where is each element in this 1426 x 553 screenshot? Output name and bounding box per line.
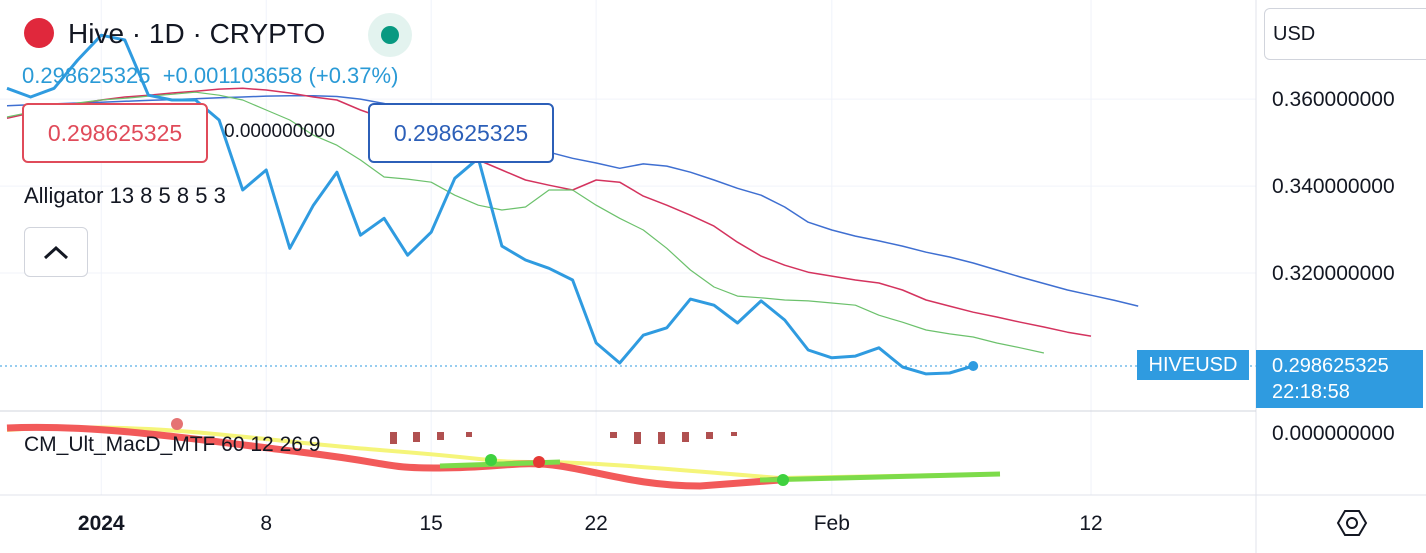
plot: 0.320000000 0.340000000 0.360000000 2024 8 15…	[0, 0, 1395, 535]
series-line	[6, 87, 1092, 337]
histogram	[390, 432, 737, 444]
x-tick-label: 15	[420, 512, 443, 535]
cross-dot	[533, 456, 545, 468]
buy-button[interactable]: 0.298625325	[368, 103, 554, 163]
symbol-label: HIVEUSD	[1137, 350, 1249, 380]
y-tick-label: 0.360000000	[1272, 88, 1395, 111]
x-tick-label: 12	[1079, 512, 1102, 535]
market-status[interactable]	[368, 13, 412, 57]
chevron-icon	[43, 245, 69, 260]
settings-button[interactable]	[1336, 507, 1368, 544]
lower-indicator-label[interactable]: CM_Ult_MacD_MTF 60 12 26 9	[24, 433, 321, 456]
change-pct: (+0.37%)	[308, 63, 399, 88]
quote-line: 0.298625325 +0.001103658 (+0.37%)	[22, 63, 398, 89]
y-tick-label: 0.340000000	[1272, 175, 1395, 198]
sell-button[interactable]: 0.298625325	[22, 103, 208, 163]
cross-dot	[485, 454, 497, 466]
symbol-title[interactable]: Hive · 1D · CRYPTO	[68, 18, 326, 49]
macd-line	[6, 423, 781, 490]
series-line	[6, 91, 1045, 354]
spread: 0.000000000	[224, 121, 335, 142]
price-value: 0.298625325	[1272, 355, 1389, 377]
countdown: 22:18:58	[1272, 381, 1350, 403]
indicator-label[interactable]: Alligator 13 8 5 8 5 3	[24, 183, 226, 208]
x-tick-label: 22	[584, 512, 607, 535]
currency-select[interactable]: USD	[1264, 8, 1426, 60]
last-price: 0.298625325	[22, 63, 151, 88]
macd-decoration	[6, 418, 1001, 490]
collapse-button[interactable]	[24, 227, 88, 277]
y-tick-label: 0.320000000	[1272, 262, 1395, 285]
symbol-logo	[24, 18, 54, 48]
cross-dot	[171, 418, 183, 430]
status-dot	[381, 26, 399, 44]
cross-dot	[777, 474, 789, 486]
settings-icon	[1336, 510, 1368, 536]
signal-line	[6, 425, 1001, 481]
last-price-dot	[968, 360, 979, 371]
change: +0.001103658	[162, 63, 303, 88]
series-line	[6, 33, 974, 376]
y-tick-label: 0.000000000	[1272, 422, 1395, 445]
x-tick-label: Feb	[814, 512, 850, 535]
x-tick-label: 8	[260, 512, 272, 535]
price-label: 0.298625325 22:18:58	[1256, 350, 1423, 408]
macd-line-up	[439, 459, 1001, 483]
x-tick-label: 2024	[78, 512, 125, 535]
